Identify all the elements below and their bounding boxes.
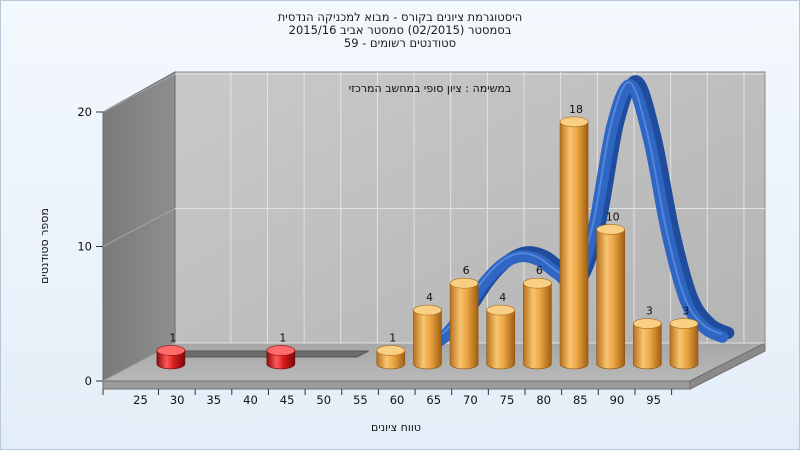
left-wall — [102, 71, 176, 382]
bar-top — [523, 277, 552, 289]
bar-body — [596, 229, 625, 370]
bar-top — [633, 318, 662, 329]
axes: 25 30 35 40 45 50 55 60 65 70 75 80 85 90 95 0 10 20 — [77, 105, 673, 407]
x-tick-label: 35 — [206, 393, 221, 407]
bar-value-label: 1 — [169, 331, 176, 344]
x-tick-label: 40 — [243, 393, 258, 407]
bar-value-label: 18 — [569, 103, 583, 116]
title-line-3: סטודנטים רשומים - 59 — [343, 36, 457, 50]
bar-top — [376, 345, 406, 356]
x-tick-label: 80 — [536, 393, 551, 407]
x-axis-label: טווח ציונים — [371, 421, 421, 434]
grid-line-y-side — [102, 208, 176, 247]
x-tick-label: 90 — [610, 393, 625, 407]
bar: 3 — [633, 305, 662, 370]
x-tick-label: 65 — [426, 393, 441, 407]
bar-top — [449, 277, 479, 289]
x-tick-label: 95 — [646, 393, 661, 407]
bar: 18 — [559, 103, 589, 370]
x-tick-label: 25 — [133, 393, 148, 407]
title-line-1: היסטוגרמת ציונים בקורס - מבוא למכניקה הנ… — [277, 10, 523, 24]
bar-top — [669, 318, 699, 329]
bar-top — [156, 345, 186, 356]
bar: 4 — [486, 291, 516, 370]
bar-top — [596, 224, 626, 235]
bar: 6 — [523, 264, 552, 370]
bar-top — [266, 345, 296, 356]
y-axis-label: מספר סטודנטים — [38, 208, 51, 284]
chart-title: היסטוגרמת ציונים בקורס - מבוא למכניקה הנ… — [0, 11, 800, 50]
bar-value-label: 1 — [279, 331, 286, 344]
bar: 10 — [596, 210, 626, 370]
y-tick-label: 10 — [77, 240, 92, 254]
x-tick-label: 85 — [573, 393, 588, 407]
bar-value-label: 4 — [426, 291, 433, 304]
bar: 1 — [156, 331, 186, 370]
bar-body — [486, 309, 516, 370]
bar-body — [413, 309, 442, 370]
bar: 4 — [413, 291, 442, 370]
x-tick-label: 50 — [316, 393, 331, 407]
bar-value-label: 4 — [499, 291, 506, 304]
bar-value-label: 6 — [463, 264, 470, 277]
x-tick-label: 45 — [280, 393, 295, 407]
y-tick-label: 0 — [85, 374, 92, 388]
x-tick-label: 75 — [500, 393, 515, 407]
bar-body — [523, 282, 552, 370]
bar: 1 — [376, 331, 406, 370]
grid-line-y-side — [102, 73, 176, 113]
bar: 1 — [266, 331, 296, 370]
floor-front-edge — [102, 380, 691, 390]
chart-annotation: במשימה : ציון סופי במחשב המרכזי — [349, 82, 512, 95]
bar: 6 — [449, 264, 479, 370]
title-line-2: בסמסטר (02/2015) סמסטר אביב 2015/16 — [288, 23, 512, 37]
bar-body — [559, 121, 589, 370]
bar-top — [486, 304, 516, 316]
bars: 1 1 1 4 6 4 6 18 10 3 3 — [156, 103, 699, 370]
x-tick-label: 55 — [353, 393, 368, 407]
bar: 3 — [669, 305, 699, 370]
bar-value-label: 3 — [646, 305, 653, 318]
bar-top — [413, 304, 442, 316]
bar-value-label: 3 — [683, 305, 690, 318]
x-tick-label: 30 — [170, 393, 185, 407]
y-tick-label: 20 — [77, 105, 92, 119]
bar-value-label: 6 — [536, 264, 543, 277]
x-tick-label: 70 — [463, 393, 478, 407]
floor-right-edge — [689, 342, 766, 390]
bar-body — [633, 323, 662, 370]
bar-value-label: 10 — [606, 210, 620, 223]
bar-top — [559, 116, 589, 128]
bar-value-label: 1 — [389, 331, 396, 344]
x-tick-label: 60 — [390, 393, 405, 407]
bar-body — [449, 282, 479, 370]
bar-body — [669, 323, 699, 370]
